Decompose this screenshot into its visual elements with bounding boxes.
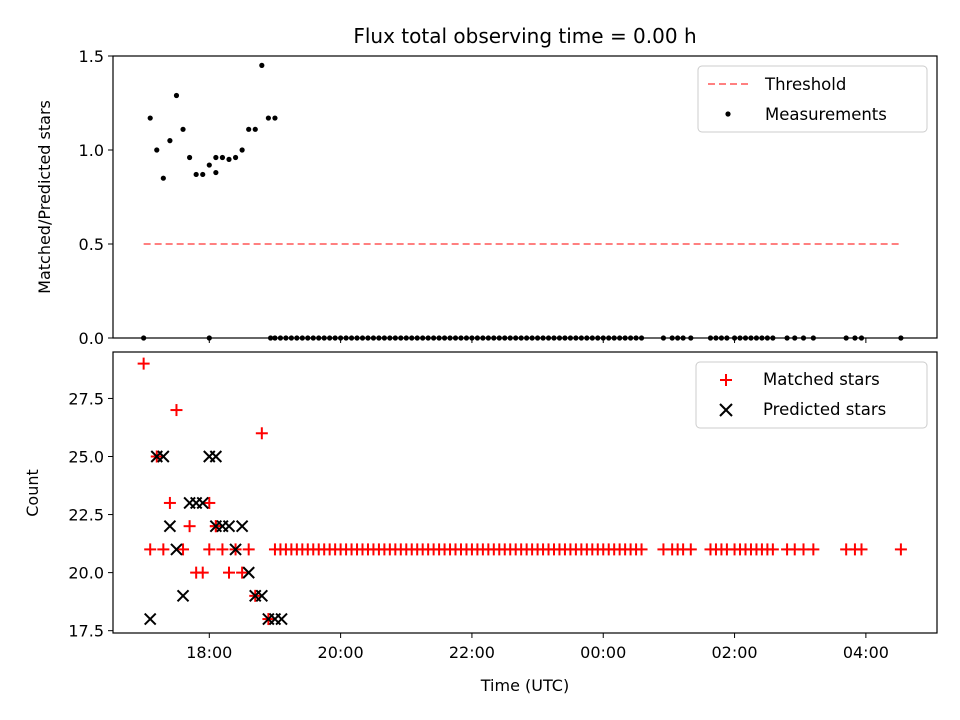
legend-predicted-label: Predicted stars bbox=[763, 400, 886, 419]
x-tick-label: 22:00 bbox=[449, 643, 495, 662]
measurement-point bbox=[173, 92, 180, 99]
measurement-point bbox=[259, 62, 265, 68]
matched-star-point bbox=[157, 543, 170, 556]
x-tick-label: 18:00 bbox=[186, 643, 232, 662]
matched-star-point bbox=[766, 543, 779, 556]
predicted-star-point bbox=[196, 496, 209, 510]
ratio-legend-box bbox=[697, 65, 928, 133]
matched-star-point bbox=[203, 543, 216, 556]
x-tick-label: 00:00 bbox=[580, 643, 626, 662]
matched-star-point bbox=[170, 404, 183, 417]
measurement-point bbox=[160, 175, 166, 181]
predicted-star-point bbox=[176, 589, 190, 603]
matched-star-point bbox=[137, 357, 150, 370]
count-y-axis-label: Count bbox=[23, 469, 42, 517]
matched-star-point bbox=[236, 566, 249, 579]
measurement-point bbox=[167, 138, 173, 144]
measurement-point bbox=[246, 126, 252, 132]
measurement-point bbox=[180, 126, 186, 132]
count-marks bbox=[137, 357, 907, 626]
matched-star-point bbox=[216, 543, 229, 556]
count-axes-frame bbox=[112, 351, 938, 634]
count-legend: Matched stars Predicted stars bbox=[695, 361, 928, 429]
count-legend-box bbox=[695, 361, 928, 429]
legend-measurements-swatch bbox=[725, 111, 731, 117]
matched-star-point bbox=[163, 496, 176, 509]
measurement-point bbox=[265, 115, 271, 121]
measurement-point bbox=[226, 156, 232, 162]
ratio-y-axis-label: Matched/Predicted stars bbox=[35, 100, 54, 294]
matched-star-point bbox=[203, 496, 216, 509]
chart-title: Flux total observing time = 0.00 h bbox=[353, 24, 696, 48]
measurement-point bbox=[252, 126, 258, 132]
measurement-point bbox=[154, 147, 160, 153]
ratio-y-ticks: 0.0 0.5 1.0 1.5 bbox=[79, 47, 113, 348]
legend-measurements-label: Measurements bbox=[765, 105, 887, 124]
matched-star-point bbox=[807, 543, 820, 556]
count-x-ticks: 18:00 20:00 22:00 00:00 02:00 04:00 bbox=[186, 633, 889, 662]
count-y-tick-label: 27.5 bbox=[68, 389, 104, 408]
predicted-star-point bbox=[242, 566, 255, 579]
count-y-tick-label: 22.5 bbox=[68, 506, 104, 525]
predicted-star-point bbox=[235, 519, 249, 533]
measurement-point bbox=[147, 115, 153, 121]
measurement-point bbox=[213, 169, 219, 176]
ratio-y-tick-label: 0.0 bbox=[79, 329, 104, 348]
matched-star-point bbox=[177, 543, 190, 556]
x-axis-label: Time (UTC) bbox=[480, 676, 569, 695]
legend-matched-label: Matched stars bbox=[763, 370, 880, 389]
matched-star-point bbox=[144, 543, 157, 556]
measurement-point bbox=[193, 171, 199, 178]
legend-matched-swatch bbox=[720, 374, 732, 386]
count-panel: 17.5 20.0 22.5 25.0 27.5 18:00 20:00 22:00 00:0… bbox=[23, 351, 938, 695]
measurement-point bbox=[239, 147, 245, 153]
count-y-tick-label: 20.0 bbox=[68, 564, 104, 583]
measurement-point bbox=[219, 154, 226, 161]
predicted-star-point bbox=[209, 450, 223, 463]
ratio-x-ticks bbox=[208, 338, 867, 343]
x-tick-label: 02:00 bbox=[712, 643, 758, 662]
measurement-point bbox=[187, 154, 193, 161]
ratio-y-tick-label: 1.5 bbox=[79, 47, 104, 66]
legend-threshold-label: Threshold bbox=[764, 75, 846, 94]
measurement-point bbox=[200, 171, 206, 178]
predicted-star-point bbox=[255, 589, 269, 603]
predicted-star-point bbox=[163, 519, 177, 533]
predicted-star-point bbox=[143, 612, 157, 626]
ratio-y-tick-label: 1.0 bbox=[79, 141, 104, 160]
count-y-ticks: 17.5 20.0 22.5 25.0 27.5 bbox=[68, 389, 113, 641]
measurement-point bbox=[206, 162, 212, 168]
predicted-star-point bbox=[157, 450, 170, 463]
ratio-y-tick-label: 0.5 bbox=[79, 235, 104, 254]
matched-star-point bbox=[183, 520, 196, 533]
x-tick-label: 04:00 bbox=[843, 643, 889, 662]
legend-predicted-swatch bbox=[719, 403, 733, 417]
predicted-star-point bbox=[229, 543, 242, 556]
matched-star-point bbox=[255, 427, 268, 440]
predicted-star-point bbox=[170, 543, 183, 556]
ratio-legend: Threshold Measurements bbox=[697, 65, 928, 133]
predicted-star-point bbox=[222, 519, 236, 533]
matched-star-point bbox=[855, 543, 868, 556]
count-y-tick-label: 25.0 bbox=[68, 448, 104, 467]
matched-star-point bbox=[894, 543, 907, 556]
predicted-star-point bbox=[275, 612, 288, 626]
matched-star-point bbox=[196, 566, 209, 579]
matched-star-point bbox=[684, 543, 697, 556]
measurement-point bbox=[213, 154, 219, 161]
measurement-point bbox=[232, 154, 239, 161]
measurement-point bbox=[272, 115, 278, 121]
ratio-panel: 0.0 0.5 1.0 1.5 Matched/Predicted stars Thr… bbox=[35, 47, 938, 348]
matched-star-point bbox=[242, 543, 255, 556]
ratio-axes-frame bbox=[112, 55, 938, 339]
x-tick-label: 20:00 bbox=[318, 643, 364, 662]
count-y-tick-label: 17.5 bbox=[68, 622, 104, 641]
matched-star-point bbox=[222, 566, 235, 579]
matched-star-point bbox=[635, 543, 648, 556]
